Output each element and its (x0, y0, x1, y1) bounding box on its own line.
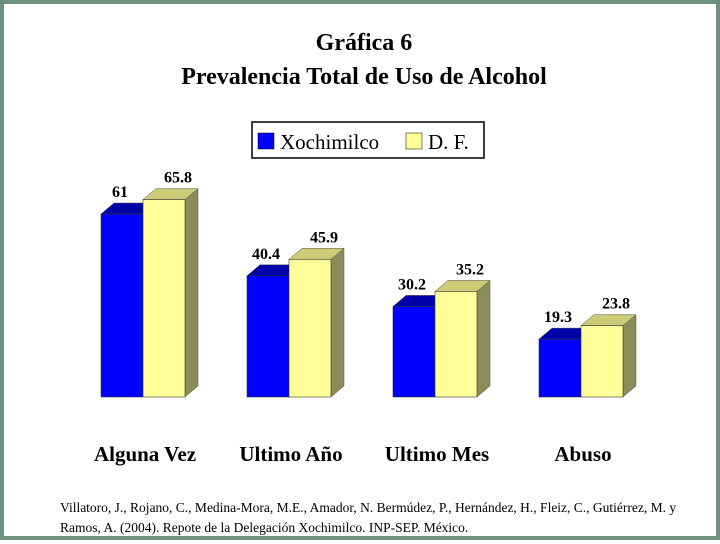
bar-front (434, 291, 478, 398)
bar-side (622, 314, 637, 398)
legend-label-xochimilco: Xochimilco (280, 130, 379, 154)
value-label-d-f-abuso: 23.8 (602, 296, 630, 313)
category-label-abuso: Abuso (554, 442, 611, 466)
bar-side (184, 188, 199, 398)
legend-box (251, 121, 485, 159)
legend-swatch-xochimilco (257, 132, 275, 150)
legend: Xochimilco D. F. (251, 121, 485, 159)
bar-d-f-abuso (580, 314, 637, 398)
value-label-d-f-ultimo-a-o: 45.9 (310, 229, 338, 246)
value-label-xochimilco-alguna-vez: 61 (112, 184, 128, 201)
bar-front (580, 325, 624, 398)
bar-chart: Gráfica 6 Prevalencia Total de Uso de Al… (94, 30, 637, 466)
bar-d-f-ultimo-mes (434, 279, 491, 398)
bar-front (100, 213, 144, 398)
legend-label-df: D. F. (428, 130, 469, 154)
legend-swatch-df (405, 132, 423, 150)
category-label-ultimo-mes: Ultimo Mes (385, 442, 489, 466)
bar-front (538, 338, 582, 398)
value-label-d-f-alguna-vez: 65.8 (164, 170, 192, 187)
bar-xochimilco-abuso (538, 327, 595, 398)
chart-title: Gráfica 6 (316, 30, 413, 56)
bar-d-f-ultimo-a-o (288, 247, 345, 398)
value-label-xochimilco-ultimo-a-o: 40.4 (252, 246, 280, 263)
value-label-d-f-ultimo-mes: 35.2 (456, 261, 484, 278)
bar-front (246, 275, 290, 398)
citation-text: Villatoro, J., Rojano, C., Medina-Mora, … (60, 500, 677, 535)
bar-front (288, 259, 332, 398)
bar-side (330, 247, 345, 398)
bar-front (142, 199, 186, 398)
bar-front (392, 306, 436, 398)
value-label-xochimilco-abuso: 19.3 (544, 309, 572, 326)
bar-side (476, 279, 491, 398)
category-label-alguna-vez: Alguna Vez (94, 442, 196, 466)
bars-group (100, 188, 637, 398)
bar-d-f-alguna-vez (142, 188, 199, 398)
category-label-ultimo-a-o: Ultimo Año (239, 442, 342, 466)
value-label-xochimilco-ultimo-mes: 30.2 (398, 276, 426, 293)
labels-group: 61 65.8 Alguna Vez 40.4 45.9 Ultimo Año 30.2 35… (94, 170, 630, 466)
chart-subtitle: Prevalencia Total de Uso de Alcohol (181, 64, 547, 90)
